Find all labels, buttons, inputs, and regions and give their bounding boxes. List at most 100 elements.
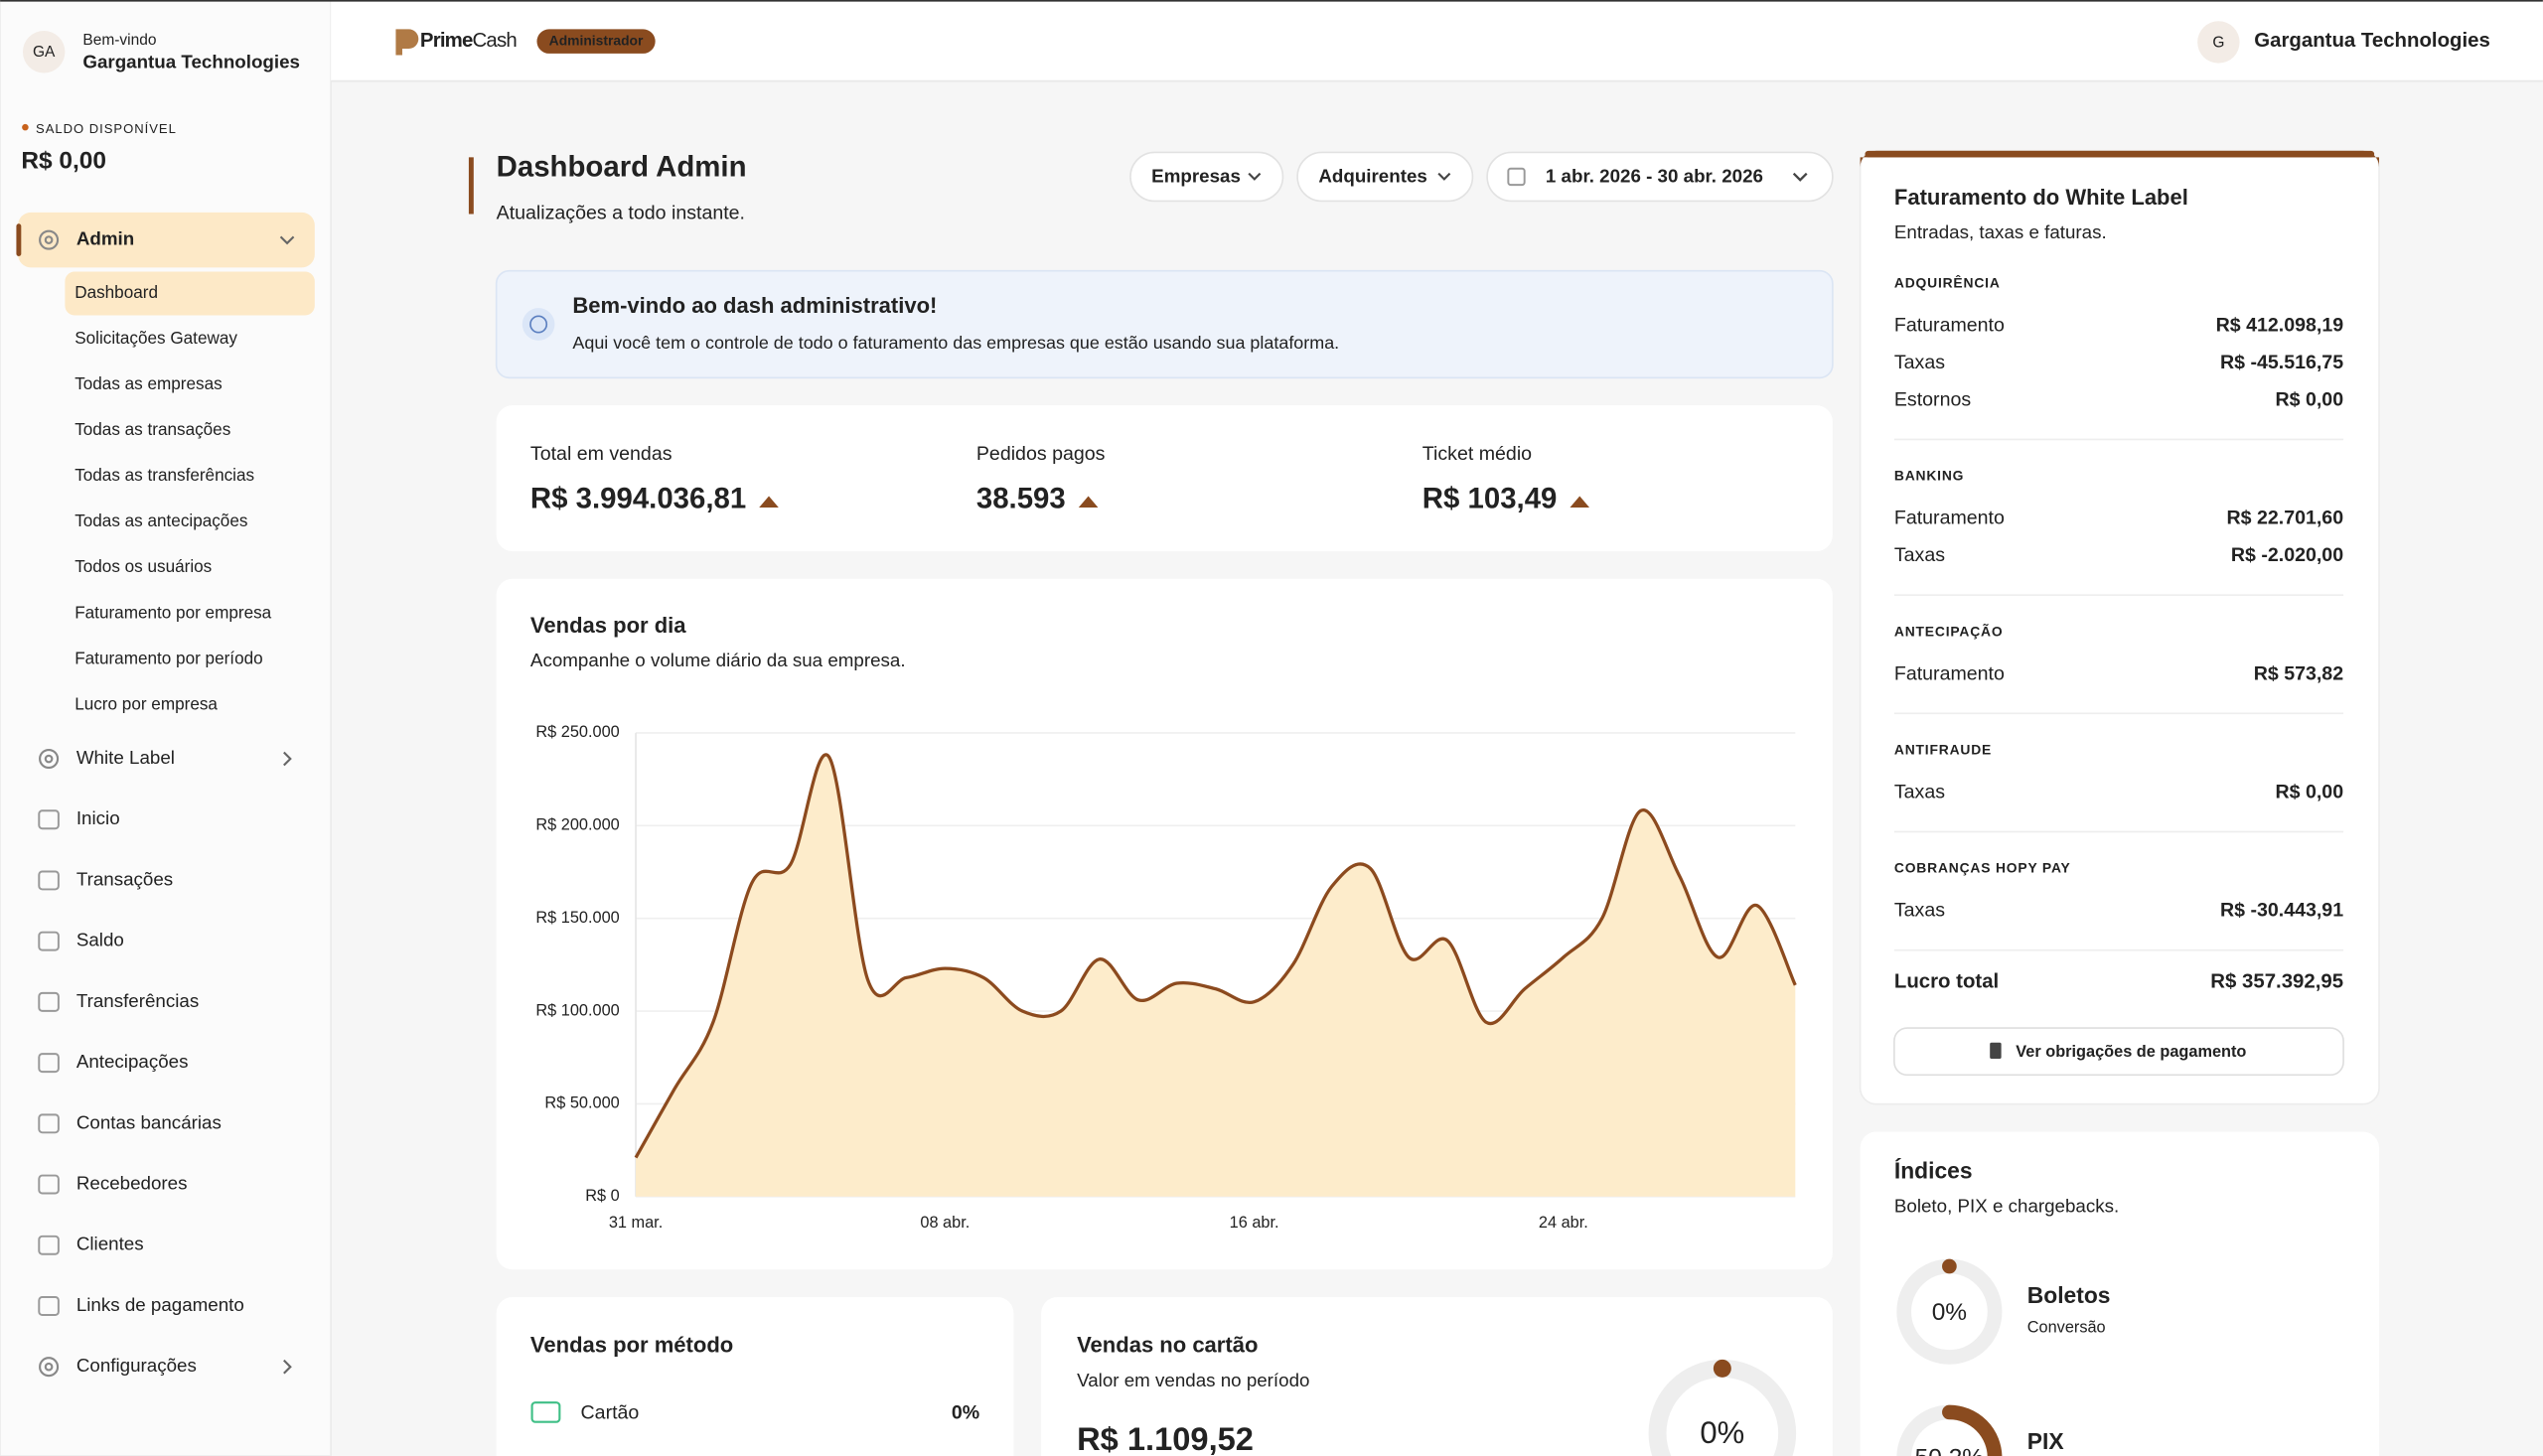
row-label: Faturamento: [1894, 662, 2005, 684]
y-tick-label: R$ 50.000: [544, 1094, 619, 1112]
card-subtitle: Entradas, taxas e faturas.: [1894, 221, 2107, 242]
gear-icon-core: [44, 754, 54, 764]
stat-label: Pedidos pagos: [976, 443, 1106, 465]
avatar-initials: GA: [33, 44, 56, 61]
card-sales-value: R$ 1.109,52: [1077, 1420, 1254, 1456]
stat-value: R$ 3.994.036,81: [530, 482, 746, 514]
menu-item[interactable]: Links de pagamento: [76, 1294, 244, 1315]
company-name: Gargantua Technologies: [82, 52, 300, 73]
trend-up-icon: [759, 496, 779, 508]
active-subitem-bg[interactable]: [65, 271, 315, 316]
welcome-box: [495, 269, 1834, 379]
logo-text-light: Cash: [473, 30, 518, 52]
menu-icon: [38, 1296, 60, 1316]
menu-item[interactable]: Inicio: [76, 807, 120, 828]
indices-card: [1860, 1131, 2380, 1456]
menu-item[interactable]: Clientes: [76, 1234, 144, 1254]
payment-button[interactable]: [1893, 1027, 2344, 1077]
logo-icon: [395, 29, 419, 56]
menu-item[interactable]: White Label: [76, 747, 175, 768]
stat-value: 38.593: [976, 482, 1066, 514]
filter-button[interactable]: [1486, 151, 1834, 203]
admin-menu[interactable]: Admin: [76, 228, 134, 249]
user-name: Gargantua Technologies: [2254, 30, 2490, 52]
submenu-item[interactable]: Todos os usuários: [75, 556, 212, 576]
card-subtitle: Valor em vendas no período: [1077, 1370, 1309, 1390]
menu-item[interactable]: Recebedores: [76, 1173, 188, 1194]
stat-label: Total em vendas: [530, 443, 673, 465]
section-header: COBRANÇAS HOPY PAY: [1894, 860, 2071, 876]
row-label: Taxas: [1894, 544, 1945, 566]
menu-item[interactable]: Configurações: [76, 1355, 197, 1376]
chevron-down: [1248, 172, 1262, 181]
section-header: ADQUIRÊNCIA: [1894, 273, 2001, 290]
menu-item[interactable]: Contas bancárias: [76, 1111, 222, 1132]
submenu-item[interactable]: Dashboard: [75, 282, 158, 302]
section-header: ANTECIPAÇÃO: [1894, 622, 2004, 639]
filter-label[interactable]: Empresas: [1151, 166, 1241, 187]
x-tick-label: 31 mar.: [609, 1214, 663, 1232]
gauge-arc: [1942, 1404, 2003, 1456]
submenu-item[interactable]: Lucro por empresa: [75, 693, 218, 713]
user-avatar[interactable]: [2197, 21, 2240, 64]
gear-icon: [39, 748, 60, 770]
card-title: Índices: [1894, 1157, 1973, 1183]
menu-icon: [38, 1235, 60, 1255]
gauge-arc: [1942, 1258, 1957, 1274]
submenu-item[interactable]: Faturamento por empresa: [75, 602, 271, 622]
row-label: Faturamento: [1894, 508, 2005, 529]
balance-label: SALDO DISPONÍVEL: [36, 121, 177, 136]
menu-icon: [38, 991, 60, 1012]
row-label: Taxas: [1894, 352, 1945, 373]
method-value: 0%: [952, 1402, 979, 1424]
row-value: R$ -30.443,91: [2220, 900, 2343, 922]
submenu-item[interactable]: Solicitações Gateway: [75, 328, 237, 348]
menu-icon: [38, 931, 60, 951]
x-tick-label: 24 abr.: [1539, 1214, 1588, 1232]
logo-text: Prime: [420, 30, 473, 52]
document-icon: [1990, 1042, 2002, 1060]
role-badge-text: Administrador: [549, 32, 644, 48]
section-header: ANTIFRAUDE: [1894, 742, 1992, 758]
filter-button[interactable]: [1296, 151, 1474, 203]
balance: R$ 0,00: [21, 148, 106, 175]
gear-icon-core: [44, 235, 54, 244]
y-tick-label: R$ 100.000: [535, 1001, 619, 1019]
submenu-item[interactable]: Todas as transações: [75, 419, 230, 439]
submenu-item[interactable]: Faturamento por período: [75, 648, 262, 667]
filter-button[interactable]: [1129, 151, 1284, 203]
chart-title: Vendas por dia: [530, 613, 686, 638]
row-value: R$ -2.020,00: [2231, 544, 2343, 566]
payment-button-label[interactable]: Ver obrigações de pagamento: [2016, 1043, 2246, 1061]
gear-icon: [39, 1357, 60, 1378]
row-label: Taxas: [1894, 900, 1945, 922]
gauge-label: 0%: [1932, 1299, 1967, 1326]
admin-item-bg[interactable]: [18, 212, 315, 268]
chevron-down: [1792, 172, 1808, 182]
total-label: Lucro total: [1894, 971, 1999, 993]
submenu-item[interactable]: Todas as empresas: [75, 373, 222, 393]
menu-item[interactable]: Antecipações: [76, 1051, 189, 1072]
trend-up-icon: [1078, 496, 1099, 508]
stat-value: R$ 103,49: [1422, 482, 1558, 514]
avatar: [22, 31, 66, 73]
methods-card: [496, 1297, 1014, 1456]
row-value: R$ 0,00: [2276, 388, 2344, 410]
menu-icon: [38, 1113, 60, 1134]
menu-icon: [38, 870, 60, 891]
method-label: Cartão: [581, 1402, 640, 1424]
submenu-item[interactable]: Todas as antecipações: [75, 510, 247, 530]
chevron-right: [283, 1359, 292, 1375]
status-dot: [22, 123, 29, 131]
submenu-item[interactable]: Todas as transferências: [75, 465, 254, 485]
menu-item[interactable]: Transferências: [76, 990, 199, 1011]
menu-item[interactable]: Transações: [76, 868, 173, 889]
row-label: Estornos: [1894, 388, 1971, 410]
row-value: R$ 573,82: [2254, 662, 2343, 684]
chevron-down: [279, 235, 295, 245]
filter-label[interactable]: Adquirentes: [1318, 166, 1426, 187]
gauge-arc: [1713, 1359, 1731, 1378]
x-tick-label: 08 abr.: [920, 1214, 970, 1232]
date-range[interactable]: 1 abr. 2026 - 30 abr. 2026: [1546, 166, 1763, 187]
menu-item[interactable]: Saldo: [76, 930, 124, 950]
